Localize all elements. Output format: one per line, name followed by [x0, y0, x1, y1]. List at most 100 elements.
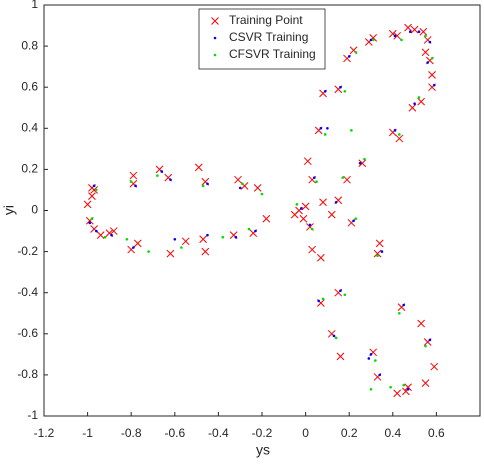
point: [323, 133, 327, 136]
y-tick-label: 0.6: [21, 79, 38, 93]
point: [354, 50, 358, 54]
y-tick-label: 0.8: [21, 38, 38, 52]
point: [254, 229, 257, 233]
x-tick-label: -0.4: [208, 426, 229, 440]
point: [363, 157, 366, 161]
legend-marker: [211, 17, 219, 25]
y-tick-label: -0.2: [17, 244, 38, 258]
point: [103, 235, 107, 239]
point: [339, 289, 342, 292]
point: [206, 233, 209, 237]
point: [369, 387, 373, 391]
x-tick-label: 0.2: [341, 426, 358, 440]
point: [181, 237, 190, 246]
point: [421, 379, 430, 387]
point: [180, 246, 183, 249]
x-tick-label: 0: [302, 426, 309, 440]
point: [308, 245, 316, 254]
point: [404, 23, 412, 32]
point: [321, 297, 325, 301]
point: [313, 176, 316, 179]
legend-label: CSVR Training: [229, 30, 308, 44]
point: [125, 237, 129, 241]
point: [160, 170, 164, 173]
point: [400, 38, 403, 42]
point: [369, 38, 373, 42]
point: [241, 182, 244, 186]
y-tick-label: -0.6: [17, 326, 38, 340]
point: [341, 176, 344, 179]
point: [380, 250, 384, 253]
point: [336, 352, 345, 361]
x-tick-label: 0.4: [384, 426, 401, 440]
point: [350, 129, 353, 132]
point: [343, 90, 347, 93]
point: [410, 25, 419, 34]
y-tick-label: 1: [31, 0, 38, 11]
point: [358, 161, 362, 165]
point: [358, 159, 367, 168]
point: [352, 219, 355, 223]
point: [408, 30, 412, 34]
legend-marker: [213, 53, 217, 57]
point: [234, 175, 242, 184]
point: [343, 175, 351, 184]
point: [303, 157, 312, 166]
point: [417, 97, 425, 106]
point: [221, 235, 225, 239]
point: [247, 227, 251, 231]
point: [343, 293, 347, 297]
point: [238, 186, 242, 190]
point: [393, 129, 397, 132]
point: [310, 227, 314, 231]
point: [295, 203, 299, 206]
legend-box: [198, 8, 326, 70]
point: [134, 184, 137, 188]
point: [92, 184, 96, 188]
point: [327, 210, 336, 219]
point: [90, 186, 98, 194]
point: [299, 207, 303, 210]
point: [393, 31, 402, 40]
point: [426, 61, 429, 64]
y-tick-label: 0.4: [21, 120, 38, 134]
point: [129, 171, 138, 180]
x-axis-label: ys: [256, 442, 270, 458]
point: [194, 163, 203, 172]
point: [147, 250, 150, 253]
point: [206, 182, 209, 186]
point: [406, 387, 410, 391]
point: [374, 359, 377, 362]
x-tick-label: -1.2: [34, 426, 55, 440]
point: [132, 246, 135, 249]
point: [421, 48, 430, 57]
point: [404, 383, 412, 392]
point: [319, 198, 327, 207]
point: [133, 239, 142, 248]
x-tick-label: -0.6: [164, 426, 185, 440]
point: [389, 385, 392, 389]
point: [430, 57, 434, 60]
point: [395, 134, 404, 143]
point: [129, 180, 133, 184]
y-tick-label: -0.4: [17, 285, 38, 299]
point: [408, 103, 417, 112]
point: [376, 254, 379, 258]
point: [169, 178, 172, 181]
point: [262, 214, 271, 223]
point: [402, 303, 406, 307]
point: [419, 27, 428, 36]
point: [323, 90, 327, 93]
point: [428, 40, 432, 44]
x-tick-label: -1: [82, 426, 93, 440]
point: [402, 383, 406, 387]
point: [417, 30, 421, 34]
point: [201, 184, 205, 188]
point: [88, 221, 92, 225]
legend-label: Training Point: [229, 13, 303, 27]
point: [315, 180, 318, 184]
point: [375, 239, 384, 248]
point: [393, 389, 402, 398]
point: [166, 249, 175, 258]
point: [332, 334, 336, 338]
